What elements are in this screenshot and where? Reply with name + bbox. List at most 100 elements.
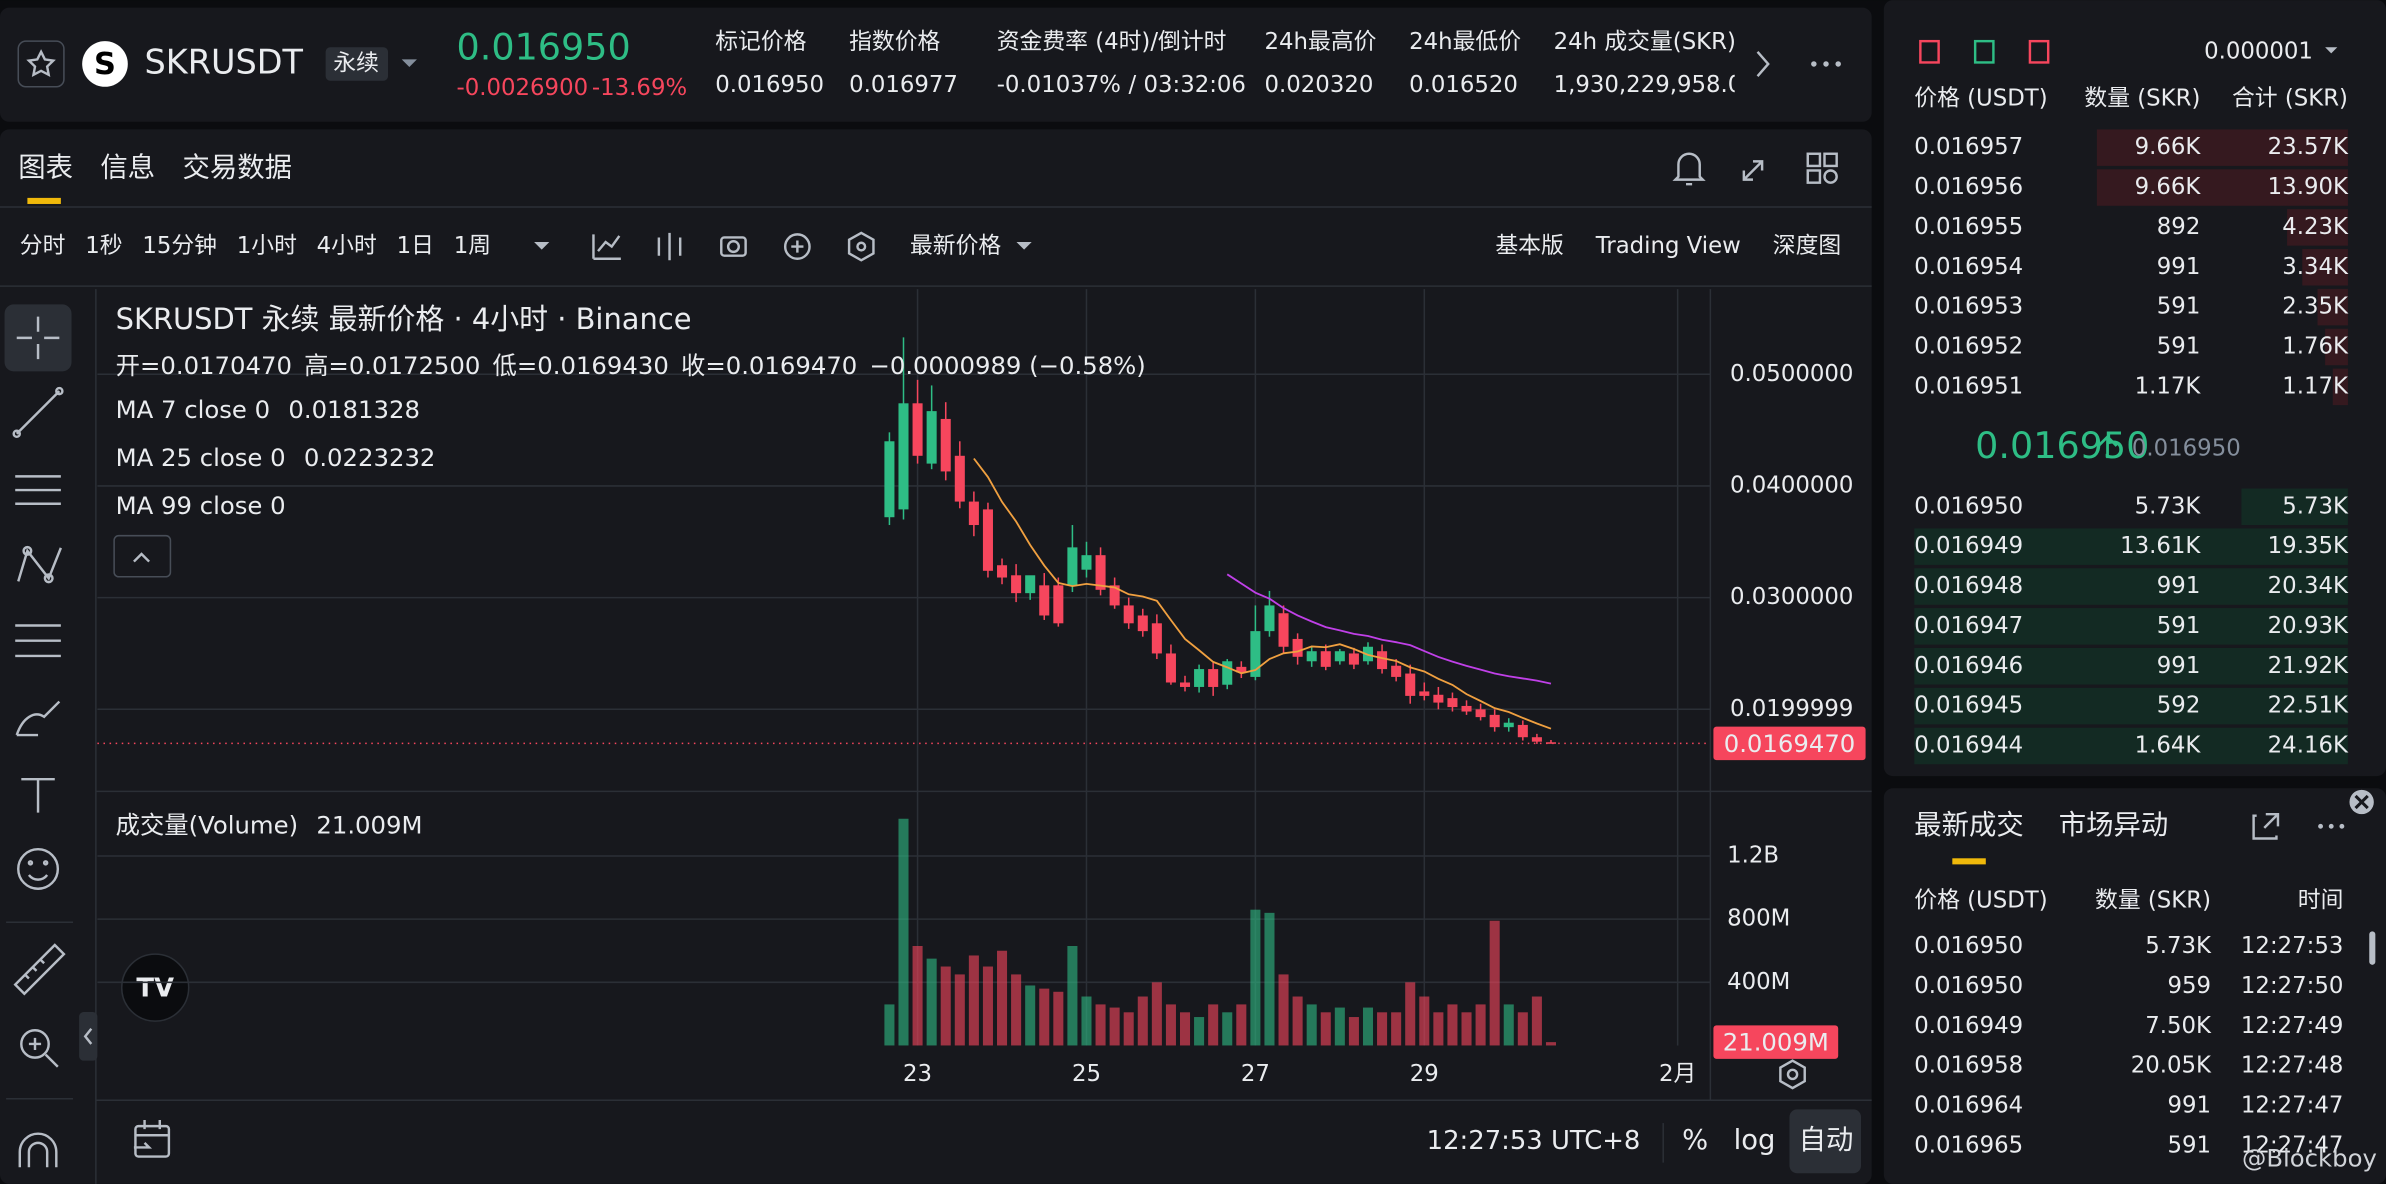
popout-icon[interactable] bbox=[2252, 812, 2280, 840]
stat-label: 24h最高价 bbox=[1265, 29, 1377, 55]
book-cell[interactable]: 0.016952 bbox=[1914, 334, 2023, 360]
book-cell[interactable]: 0.016953 bbox=[1914, 294, 2023, 320]
more-button[interactable] bbox=[1811, 61, 1841, 67]
book-cell[interactable]: 0.016949 bbox=[1914, 533, 2023, 559]
tab[interactable]: 交易数据 bbox=[183, 152, 292, 183]
ohlc-value: 0.0169430 bbox=[537, 351, 669, 380]
depth-bar bbox=[2287, 209, 2348, 246]
book-cell: 1.17K bbox=[2282, 373, 2349, 399]
candle-body bbox=[1419, 691, 1430, 696]
tab[interactable]: 图表 bbox=[18, 152, 73, 183]
interval[interactable]: 1日 bbox=[397, 233, 434, 259]
header-panel bbox=[0, 7, 1872, 122]
book-cell[interactable]: 0.016957 bbox=[1914, 134, 2023, 160]
book-cell[interactable]: 0.016947 bbox=[1914, 613, 2023, 639]
book-cell[interactable]: 0.016956 bbox=[1914, 174, 2023, 200]
volume-bar bbox=[954, 974, 965, 1046]
depth-bar bbox=[2317, 288, 2348, 326]
candle-body bbox=[926, 411, 937, 464]
candle-body bbox=[1081, 555, 1092, 570]
axis-button[interactable]: % bbox=[1682, 1125, 1708, 1156]
symbol-selector[interactable]: SKRUSDT 永续 bbox=[145, 42, 417, 81]
interval[interactable]: 1小时 bbox=[237, 233, 297, 259]
drawing-tools[interactable] bbox=[12, 316, 66, 1168]
axis-button[interactable]: log bbox=[1734, 1125, 1776, 1156]
volume-bar bbox=[1264, 912, 1275, 1046]
price-type[interactable]: 最新价格 bbox=[910, 233, 1001, 259]
book-cell[interactable]: 0.016945 bbox=[1914, 693, 2023, 719]
book-cell[interactable]: 0.016944 bbox=[1914, 732, 2023, 758]
candle-body bbox=[968, 501, 979, 526]
chart-panel bbox=[0, 129, 1872, 1184]
book-cell[interactable]: 0.016955 bbox=[1914, 214, 2023, 240]
ohlc-label: 高= bbox=[304, 351, 349, 380]
price-type-arrow bbox=[1016, 242, 1032, 250]
candle-body bbox=[954, 455, 965, 502]
axis-settings[interactable] bbox=[1779, 1059, 1806, 1090]
volume-bar bbox=[1123, 1012, 1134, 1046]
book-cell[interactable]: 0.016954 bbox=[1914, 254, 2023, 280]
candle-body bbox=[940, 418, 951, 472]
volume-bar bbox=[1081, 996, 1092, 1046]
candle-body bbox=[898, 403, 909, 510]
candle-body bbox=[1292, 638, 1303, 657]
interval[interactable]: 4小时 bbox=[317, 233, 377, 259]
candle-body bbox=[1053, 585, 1064, 624]
interval[interactable]: 1周 bbox=[454, 233, 491, 259]
book-cell[interactable]: 0.016950 bbox=[1914, 493, 2023, 519]
trade-time: 12:27:48 bbox=[2241, 1053, 2343, 1079]
more-button[interactable] bbox=[2318, 823, 2345, 829]
coin-logo-letter: S bbox=[94, 47, 116, 82]
scrollbar[interactable] bbox=[2369, 931, 2376, 965]
volume-bar bbox=[1503, 1004, 1514, 1046]
book-cell: 4.23K bbox=[2282, 214, 2349, 240]
bell-icon[interactable] bbox=[1672, 152, 1706, 186]
candle-body bbox=[1433, 694, 1444, 703]
book-cell: 991 bbox=[2157, 573, 2201, 599]
tab[interactable]: 信息 bbox=[100, 152, 155, 183]
volume-bar bbox=[1095, 1004, 1106, 1046]
collapse-legend[interactable] bbox=[113, 534, 172, 578]
trade-time: 12:27:49 bbox=[2241, 1013, 2343, 1039]
view-option[interactable]: Trading View bbox=[1595, 233, 1741, 259]
trade-price: 0.016965 bbox=[1914, 1132, 2023, 1158]
interval[interactable]: 分时 bbox=[20, 233, 66, 259]
trades-tab[interactable]: 市场异动 bbox=[2059, 810, 2169, 841]
book-header: 合计 (SKR) bbox=[2232, 85, 2348, 111]
depth-bar bbox=[2096, 129, 2348, 166]
book-cell: 20.34K bbox=[2268, 573, 2349, 599]
stat-value: 0.016977 bbox=[849, 72, 958, 98]
tradingview-logo-text: TV bbox=[136, 974, 174, 1004]
book-cell[interactable]: 0.016946 bbox=[1914, 653, 2023, 679]
interval[interactable]: 1秒 bbox=[85, 233, 122, 259]
view-option[interactable]: 基本版 bbox=[1495, 233, 1563, 259]
ma-label: MA 7 close 0 bbox=[116, 395, 270, 424]
book-cell: 9.66K bbox=[2135, 134, 2202, 160]
y-tick-label: 0.0500000 bbox=[1730, 361, 1853, 387]
trade-price: 0.016950 bbox=[1914, 973, 2023, 999]
precision[interactable]: 0.000001 bbox=[2204, 38, 2313, 64]
layout-icon[interactable] bbox=[1806, 152, 1838, 184]
trades-tab[interactable]: 最新成交 bbox=[1914, 810, 2023, 841]
scroll-right[interactable] bbox=[1756, 51, 1770, 77]
interval[interactable]: 15分钟 bbox=[142, 233, 217, 259]
candle-body bbox=[1306, 651, 1317, 662]
candle-body bbox=[1123, 605, 1134, 624]
book-cell: 13.90K bbox=[2268, 174, 2349, 200]
watermark: @Blockboy bbox=[2242, 1144, 2377, 1173]
book-cell[interactable]: 0.016948 bbox=[1914, 573, 2023, 599]
book-view-icons[interactable] bbox=[1919, 39, 2050, 64]
book-cell: 23.57K bbox=[2268, 134, 2349, 160]
candle-body bbox=[1165, 653, 1176, 683]
view-option[interactable]: 深度图 bbox=[1773, 233, 1841, 259]
goto-date[interactable] bbox=[133, 1120, 171, 1158]
volume-bar bbox=[1039, 988, 1050, 1046]
volume-bar bbox=[1137, 996, 1148, 1046]
crosshair-tool[interactable] bbox=[4, 304, 72, 372]
axis-button[interactable]: 自动 bbox=[1799, 1125, 1854, 1156]
favorite-button[interactable] bbox=[17, 40, 65, 88]
expand-icon[interactable] bbox=[1742, 160, 1764, 181]
book-cell[interactable]: 0.016951 bbox=[1914, 373, 2023, 399]
collapse-toolbar[interactable] bbox=[79, 1011, 98, 1061]
